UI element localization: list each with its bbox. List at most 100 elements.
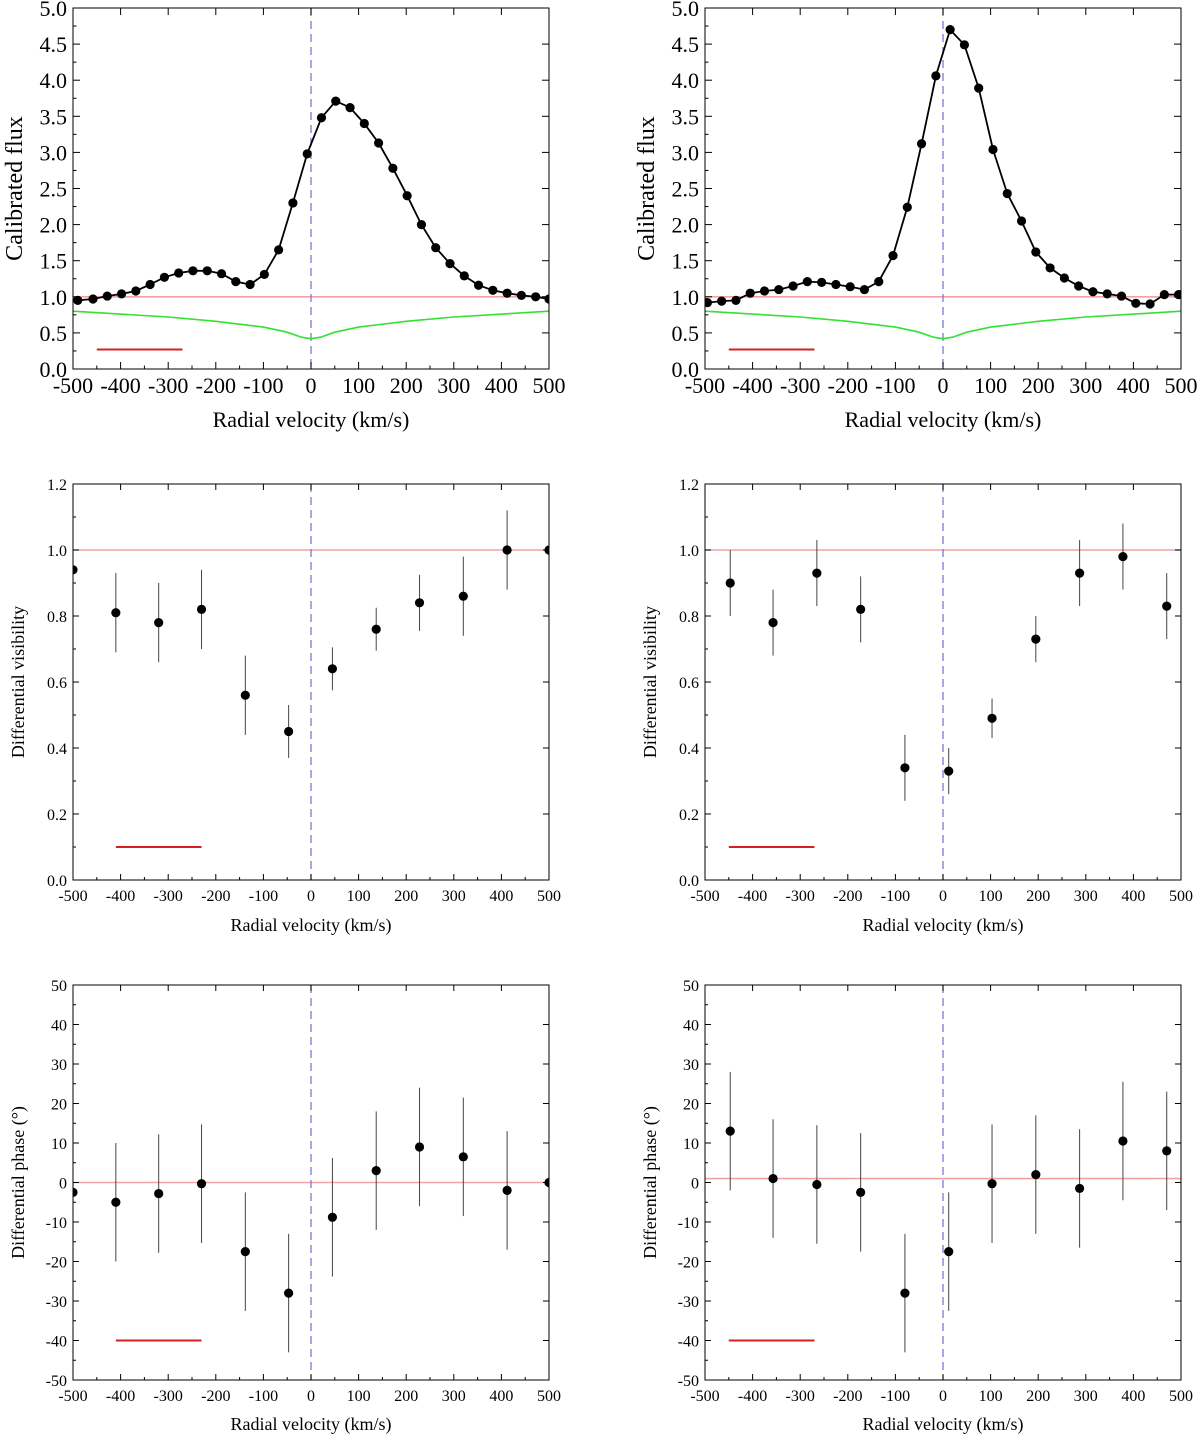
y-tick-label: 0.2 [679,807,699,824]
data-point [73,565,78,575]
data-point [812,568,822,578]
absorption-line [705,310,1181,340]
data-point [73,295,83,306]
data-point [717,296,727,306]
data-point [284,1288,294,1298]
data-point [1118,552,1128,562]
data-point [900,763,910,773]
data-point [831,279,841,290]
y-tick-label: 1.2 [47,477,67,494]
x-tick-label: -100 [881,1388,910,1405]
data-point [1116,291,1127,301]
y-tick-label: 0 [59,1176,67,1193]
y-tick-label: 0.8 [47,609,67,626]
data-point [516,290,526,300]
data-point [745,288,755,298]
plot-area [73,484,549,880]
x-tick-label: -100 [881,888,910,905]
x-tick-label: -400 [106,888,135,905]
y-tick-label: 10 [683,1136,699,1153]
data-point [216,269,227,279]
x-axis-label: Radial velocity (km/s) [231,1414,392,1435]
y-tick-label: 1.5 [672,249,700,274]
data-point [1031,1170,1041,1180]
x-tick-label: -500 [53,373,93,398]
x-tick-label: -500 [685,373,725,398]
y-tick-label: 40 [683,1018,699,1035]
data-point [88,294,98,304]
x-tick-label: -100 [243,373,283,398]
flux-line [77,100,549,302]
y-tick-label: 1.2 [679,477,699,494]
x-tick-label: 100 [979,1388,1003,1405]
data-point [988,144,998,155]
y-tick-label: 0.0 [40,357,68,382]
y-tick-label: 10 [51,1136,67,1153]
x-tick-label: -200 [201,888,230,905]
x-tick-label: 200 [1022,373,1055,398]
y-tick-label: 4.0 [672,68,700,93]
x-tick-label: -500 [690,1388,719,1405]
y-tick-label: 5.0 [40,0,68,21]
x-tick-label: -400 [738,1388,767,1405]
plot-area [705,985,1181,1380]
data-point [1131,298,1141,308]
y-tick-label: 1.0 [40,285,68,310]
data-point [274,245,284,255]
x-tick-label: 500 [537,888,561,905]
data-point [1159,290,1169,300]
data-point [974,83,984,93]
panel-phase-left: -500 -400 -300 -200 -100 0 100 200 300 400 500-50-… [8,978,561,1435]
y-tick-label: -10 [678,1215,699,1232]
x-tick-label: -400 [100,373,140,398]
data-point [845,282,855,292]
data-point [1102,289,1112,299]
data-point [987,1179,997,1189]
x-tick-label: 400 [1121,888,1145,905]
data-point [859,284,870,295]
data-point [145,279,155,290]
y-tick-label: 0 [691,1176,699,1193]
x-tick-label: -100 [249,888,278,905]
data-point [502,288,512,298]
data-point [302,149,312,159]
x-tick-label: 400 [485,373,518,398]
data-point [502,1185,512,1195]
data-point [202,266,212,276]
x-tick-label: 0 [939,888,947,905]
data-point [1075,568,1085,578]
x-tick-label: -300 [780,373,820,398]
data-point [359,118,369,129]
data-point [488,285,498,295]
data-point [116,289,127,299]
y-tick-label: 4.0 [40,68,68,93]
y-tick-label: -40 [678,1334,699,1351]
data-point [888,251,898,261]
data-point [1075,1183,1085,1194]
x-tick-label: -400 [738,888,767,905]
x-tick-label: 100 [974,373,1007,398]
x-tick-label: 300 [1069,373,1102,398]
y-tick-label: 3.0 [40,140,68,165]
y-tick-label: 2.5 [672,177,700,202]
data-point [1031,247,1041,257]
y-tick-label: -10 [46,1215,67,1232]
x-tick-label: -300 [786,888,815,905]
x-tick-label: -400 [106,1388,135,1405]
plot-area [73,8,549,369]
y-tick-label: 4.5 [40,32,68,57]
y-tick-label: 40 [51,1018,67,1035]
x-tick-label: 400 [1121,1388,1145,1405]
y-tick-label: -20 [678,1255,699,1272]
data-point [725,1126,735,1136]
data-point [111,608,121,618]
data-point [373,138,384,148]
y-tick-label: -50 [46,1373,67,1390]
y-tick-label: 2.0 [672,213,700,238]
data-point [1031,634,1041,644]
x-axis-label: Radial velocity (km/s) [213,407,410,432]
data-point [231,277,241,287]
plot-area [73,985,549,1380]
data-point [1162,1146,1172,1156]
